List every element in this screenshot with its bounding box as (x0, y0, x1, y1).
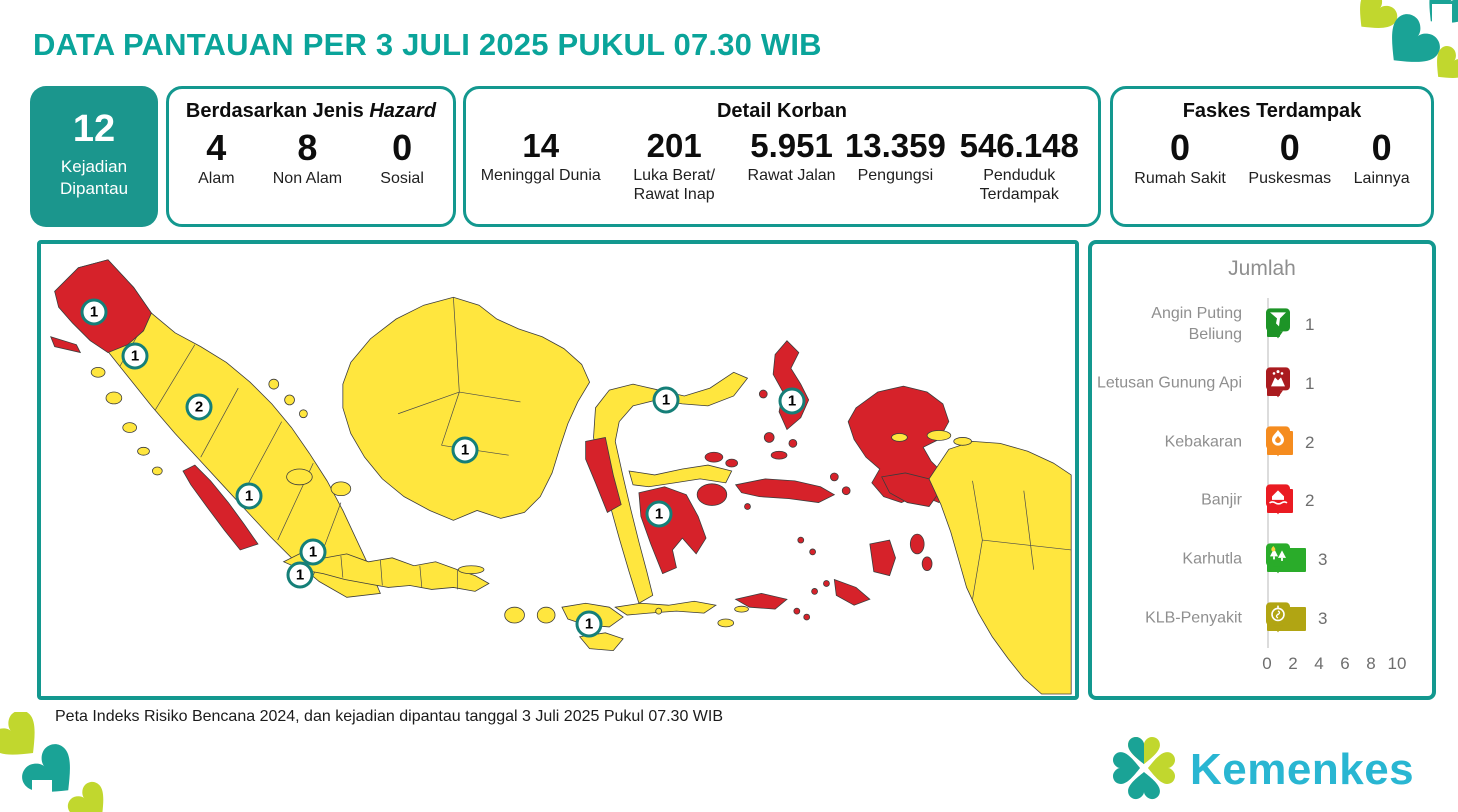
stat-rawat-jalan: 5.951 Rawat Jalan (747, 127, 836, 184)
chart-value-label: 2 (1305, 491, 1315, 511)
map-event-marker[interactable]: 1 (299, 538, 327, 566)
chart-row-angin-puting-beliung: Angin Puting Beliung 1 (1092, 296, 1432, 355)
corner-decoration-bottom-left (0, 712, 104, 812)
corner-decoration-top-right (1360, 0, 1458, 78)
region-sulawesi-barat (585, 436, 622, 514)
chart-category-label: Letusan Gunung Api (1096, 374, 1242, 392)
detail-korban-card: Detail Korban 14 Meninggal Dunia 201 Luk… (463, 86, 1101, 227)
tornado-icon (1265, 308, 1291, 340)
kejadian-count: 12 (72, 108, 116, 150)
stat-puskesmas: 0 Puskesmas (1248, 127, 1332, 188)
chart-row-kebakaran: Kebakaran 2 (1092, 413, 1432, 472)
region-flores (614, 600, 717, 616)
stat-rumah-sakit: 0 Rumah Sakit (1134, 127, 1226, 188)
stat-luka-berat-rawat-inap: 201 Luka Berat/ Rawat Inap (633, 127, 716, 204)
stat-penduduk-terdampak: 546.148 Penduduk Terdampak (959, 127, 1079, 204)
chart-category-label: KLB-Penyakit (1145, 609, 1242, 627)
map-event-marker[interactable]: 1 (645, 500, 673, 528)
map-event-marker[interactable]: 1 (451, 436, 479, 464)
kemenkes-wordmark: Kemenkes (1190, 745, 1415, 794)
chart-row-karhutla: Karhutla 3 (1092, 531, 1432, 590)
map-event-marker[interactable]: 1 (121, 342, 149, 370)
fire-icon (1265, 425, 1291, 457)
stat-lainnya: 0 Lainnya (1353, 127, 1410, 188)
region-seram (734, 478, 836, 503)
map-event-marker[interactable]: 2 (185, 393, 213, 421)
chart-x-axis: 0 2 4 6 8 10 (1262, 654, 1427, 678)
chart-row-klb-penyakit: KLB-Penyakit 3 (1092, 589, 1432, 648)
chart-value-label: 1 (1305, 374, 1315, 393)
summary-card-kejadian: 12 Kejadian Dipantau (30, 86, 158, 227)
indonesia-risk-map (50, 259, 1072, 695)
region-timor (734, 592, 788, 610)
forest-fire-icon (1265, 542, 1291, 574)
hazard-card: Berdasarkan Jenis Hazard 4 Alam 8 Non Al… (166, 86, 456, 227)
hazard-card-title: Berdasarkan Jenis Hazard (185, 100, 437, 122)
map-event-marker[interactable]: 1 (778, 387, 806, 415)
x-axis-tick: 4 (1314, 654, 1324, 673)
chart-category-label: Kebakaran (1164, 433, 1242, 451)
hazard-count-chart-panel: Jumlah Angin Puting Beliung 1 Letusan Gunu… (1088, 240, 1436, 700)
faskes-title: Faskes Terdampak (1182, 100, 1362, 122)
disease-icon (1265, 601, 1291, 633)
region-bengkulu (182, 464, 259, 551)
region-halmahera (772, 340, 810, 431)
kemenkes-flower-icon (1112, 737, 1176, 800)
x-axis-tick: 6 (1340, 654, 1350, 673)
map-event-marker[interactable]: 1 (286, 561, 314, 589)
stat-alam: 4 Alam (198, 127, 235, 188)
stat-sosial: 0 Sosial (380, 127, 424, 188)
map-caption: Peta Indeks Risiko Bencana 2024, dan kej… (55, 708, 724, 725)
map-event-marker[interactable]: 1 (235, 482, 263, 510)
stat-non-alam: 8 Non Alam (272, 127, 343, 188)
x-axis-tick: 8 (1366, 654, 1376, 673)
chart-row-letusan-gunung-api: Letusan Gunung Api 1 (1092, 355, 1432, 414)
chart-value-label: 3 (1318, 550, 1328, 570)
chart-row-banjir: Banjir 2 (1092, 472, 1432, 531)
region-sulawesi-tenggara (638, 486, 707, 575)
chart-category-label: Karhutla (1182, 550, 1242, 568)
faskes-card: Faskes Terdampak 0 Rumah Sakit 0 Puskesm… (1110, 86, 1434, 227)
chart-title: Jumlah (1228, 257, 1296, 280)
chart-value-label: 1 (1305, 315, 1315, 335)
kejadian-label: Kejadian Dipantau (59, 157, 129, 199)
x-axis-tick: 2 (1288, 654, 1298, 673)
page-title: DATA PANTAUAN PER 3 JULI 2025 PUKUL 07.3… (33, 27, 822, 62)
map-event-marker[interactable]: 1 (80, 298, 108, 326)
stat-meninggal-dunia: 14 Meninggal Dunia (480, 127, 601, 184)
volcano-icon (1265, 366, 1291, 398)
map-event-marker[interactable]: 1 (652, 386, 680, 414)
kemenkes-logo: Kemenkes (1110, 736, 1414, 804)
detail-korban-title: Detail Korban (716, 100, 848, 122)
chart-category-label: Angin Puting Beliung (1151, 305, 1242, 344)
chart-category-label: Banjir (1201, 491, 1242, 509)
map-event-marker[interactable]: 1 (575, 610, 603, 638)
chart-axis-line (1267, 298, 1269, 648)
x-axis-tick: 0 (1262, 654, 1272, 673)
x-axis-tick: 10 (1387, 654, 1407, 673)
stat-pengungsi: 13.359 Pengungsi (844, 127, 946, 184)
region-papua (928, 440, 1072, 695)
region-java (282, 551, 490, 592)
region-kalimantan (342, 296, 591, 521)
chart-value-label: 3 (1318, 608, 1328, 628)
flood-icon (1265, 484, 1291, 516)
chart-value-label: 2 (1305, 432, 1315, 452)
